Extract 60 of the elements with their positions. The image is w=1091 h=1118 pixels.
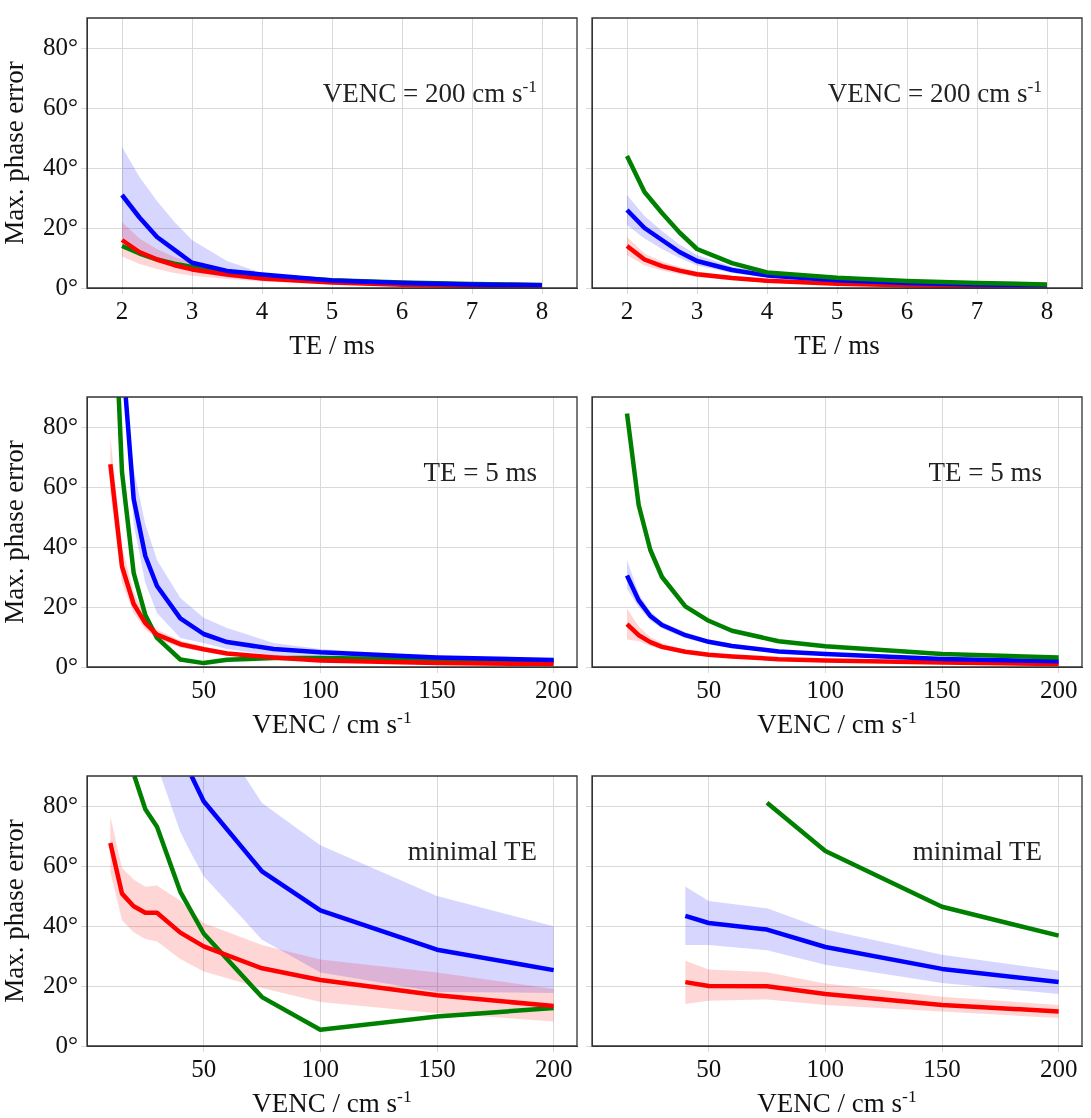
- x-tick-label: 5: [325, 296, 339, 324]
- y-axis-title: Max. phase error: [0, 61, 30, 245]
- x-tick-label: 5: [830, 296, 844, 324]
- x-tick-label: 50: [191, 675, 217, 703]
- y-tick-label: 20°: [43, 591, 78, 619]
- y-tick-label: 40°: [43, 910, 78, 938]
- x-tick-label: 3: [185, 296, 199, 324]
- x-tick-label: 8: [1040, 296, 1054, 324]
- y-axis-title: Max. phase error: [0, 440, 30, 624]
- x-tick-label: 200: [1039, 675, 1078, 703]
- x-tick-label: 8: [535, 296, 549, 324]
- y-axis-title: Max. phase error: [0, 819, 30, 1003]
- annotation: minimal TE: [912, 836, 1042, 866]
- y-tick-label: 80°: [43, 411, 78, 439]
- y-tick-label: 60°: [43, 850, 78, 878]
- annotation: VENC = 200 cm s$^{-1}$: [827, 76, 1042, 108]
- x-tick-label: 3: [690, 296, 704, 324]
- x-axis-title: VENC / cm s$^{-1}$: [252, 1086, 412, 1118]
- x-tick-label: 100: [301, 1054, 340, 1082]
- annotation: VENC = 200 cm s$^{-1}$: [322, 76, 537, 108]
- x-axis-title: VENC / cm s$^{-1}$: [757, 707, 917, 739]
- x-tick-label: 6: [395, 296, 409, 324]
- x-tick-label: 50: [696, 675, 722, 703]
- x-tick-label: 7: [465, 296, 479, 324]
- x-axis-title: VENC / cm s$^{-1}$: [252, 707, 412, 739]
- y-tick-label: 0°: [55, 1030, 78, 1058]
- x-tick-label: 100: [806, 675, 845, 703]
- x-tick-label: 2: [115, 296, 129, 324]
- x-tick-label: 4: [255, 296, 269, 324]
- y-tick-label: 0°: [55, 651, 78, 679]
- x-tick-label: 150: [418, 1054, 456, 1082]
- x-tick-label: 100: [301, 675, 340, 703]
- y-tick-label: 20°: [43, 212, 78, 240]
- x-axis-title: VENC / cm s$^{-1}$: [757, 1086, 917, 1118]
- x-axis-title: TE / ms: [289, 330, 375, 360]
- x-axis-title: TE / ms: [794, 330, 880, 360]
- x-tick-label: 150: [923, 675, 961, 703]
- x-tick-label: 6: [900, 296, 914, 324]
- x-tick-label: 100: [806, 1054, 845, 1082]
- y-tick-label: 0°: [55, 272, 78, 300]
- y-tick-label: 60°: [43, 471, 78, 499]
- x-tick-label: 200: [534, 675, 573, 703]
- annotation: TE = 5 ms: [928, 457, 1042, 487]
- x-tick-label: 50: [191, 1054, 217, 1082]
- y-tick-label: 40°: [43, 152, 78, 180]
- annotation: TE = 5 ms: [423, 457, 537, 487]
- x-tick-label: 150: [418, 675, 456, 703]
- x-tick-label: 7: [970, 296, 984, 324]
- x-tick-label: 4: [760, 296, 774, 324]
- y-tick-label: 60°: [43, 92, 78, 120]
- y-tick-label: 80°: [43, 32, 78, 60]
- x-tick-label: 200: [1039, 1054, 1078, 1082]
- x-tick-label: 2: [620, 296, 634, 324]
- annotation: minimal TE: [407, 836, 537, 866]
- y-tick-label: 40°: [43, 531, 78, 559]
- y-tick-label: 80°: [43, 790, 78, 818]
- x-tick-label: 50: [696, 1054, 722, 1082]
- x-tick-label: 150: [923, 1054, 961, 1082]
- x-tick-label: 200: [534, 1054, 573, 1082]
- y-tick-label: 20°: [43, 970, 78, 998]
